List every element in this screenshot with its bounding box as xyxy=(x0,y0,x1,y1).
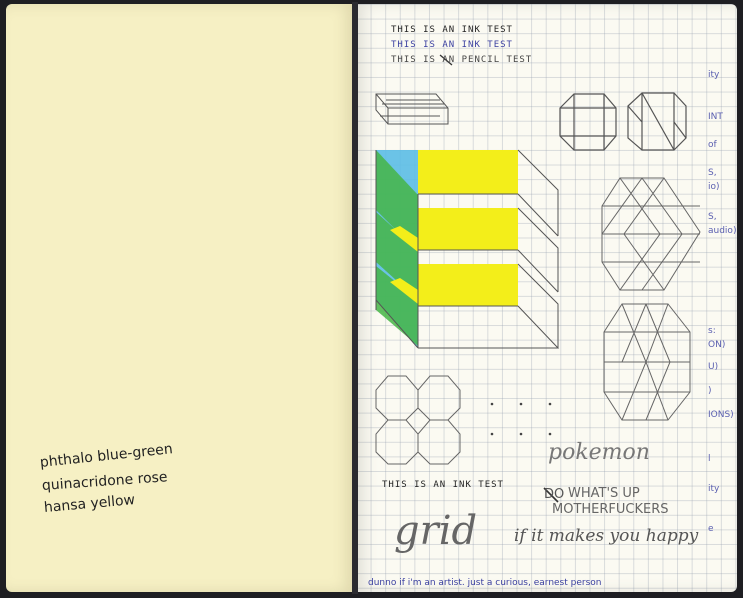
pencil-test: THIS IS AN PENCIL TEST xyxy=(391,55,533,65)
margin-note: IONS) xyxy=(708,410,734,420)
happy-lettering: if it makes you happy xyxy=(514,526,699,546)
triangle-grid-upper xyxy=(601,177,701,291)
ink-test-bottom: THIS IS AN INK TEST xyxy=(382,480,504,490)
do-struck-word: DO xyxy=(544,487,565,502)
margin-note: ity xyxy=(708,484,720,494)
margin-note: ) xyxy=(708,386,712,396)
whats-up-line1: WHAT'S UP xyxy=(568,486,640,501)
left-notebook-page xyxy=(6,4,354,592)
footer-note: dunno if i'm an artist. just a curious, … xyxy=(368,578,602,588)
octagon-letter-sketch xyxy=(627,92,687,151)
margin-note: ity xyxy=(708,70,720,80)
cube-sketch xyxy=(559,93,617,151)
ink-test-blue: THIS IS AN INK TEST xyxy=(391,40,513,50)
margin-note: S, xyxy=(708,168,717,178)
margin-note: e xyxy=(708,524,714,534)
margin-note: ON) xyxy=(708,340,726,350)
notebook-spine-gutter xyxy=(352,2,358,594)
dot-grid xyxy=(490,402,552,436)
ink-test-black: THIS IS AN INK TEST xyxy=(391,25,513,35)
wireframe-slab xyxy=(375,93,449,125)
margin-note: audio) xyxy=(708,226,737,236)
margin-note: io) xyxy=(708,182,720,192)
margin-note: U) xyxy=(708,362,719,372)
margin-note: S, xyxy=(708,212,717,222)
octagon-tessellation xyxy=(375,375,461,465)
stepped-shape-outline xyxy=(375,149,560,349)
triangle-grid-lower xyxy=(603,303,691,421)
margin-note: INT xyxy=(708,112,723,122)
colored-stepped-shape xyxy=(376,150,518,348)
margin-note: s: xyxy=(708,326,716,336)
margin-note: l xyxy=(708,454,711,464)
grid-lettering: grid xyxy=(394,508,478,554)
whats-up-line2: MOTHERFUCKERS xyxy=(552,502,669,517)
pokemon-lettering: pokemon xyxy=(548,440,650,465)
margin-note: of xyxy=(708,140,717,150)
